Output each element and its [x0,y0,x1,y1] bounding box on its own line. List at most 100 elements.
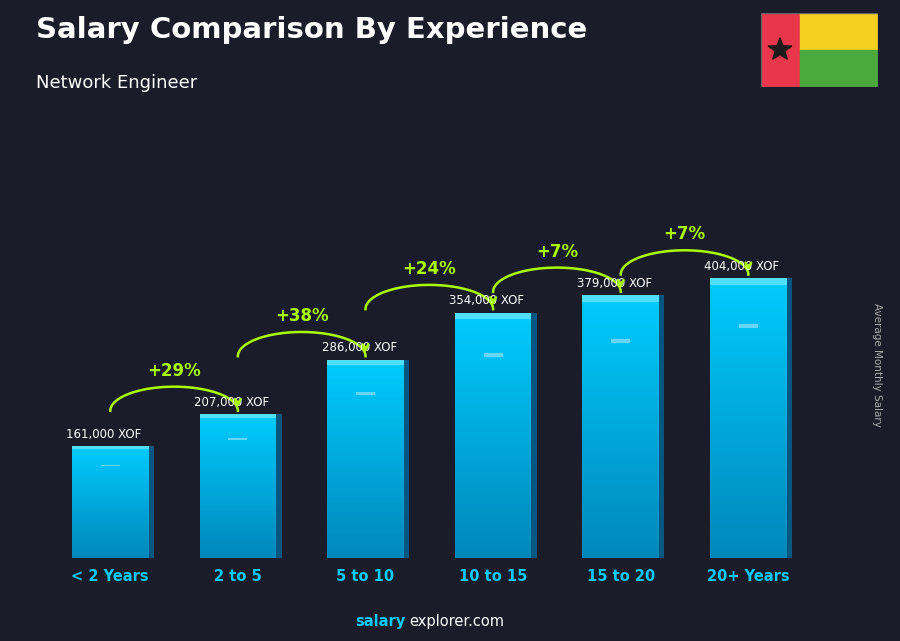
Bar [72,452,148,453]
Bar [582,545,659,548]
Bar [328,501,404,503]
Bar [328,409,404,412]
Bar [582,485,659,489]
Bar [454,496,531,499]
Bar [710,394,787,397]
Bar [72,551,148,552]
Bar [72,476,148,477]
Bar [72,470,148,471]
Bar [454,362,531,365]
Bar [582,515,659,519]
Bar [328,412,404,414]
Bar [582,335,659,338]
Bar [582,417,659,420]
Bar [483,353,503,356]
Bar [710,463,787,467]
Bar [454,551,531,554]
Bar [454,494,531,496]
Bar [454,386,531,389]
Bar [582,348,659,351]
Bar [710,310,787,313]
Bar [710,442,787,445]
Bar [200,554,276,556]
Bar [200,477,276,479]
Bar [200,429,276,431]
Bar [72,509,148,510]
Bar [200,499,276,501]
Bar [200,443,276,445]
Bar [72,533,148,534]
Bar [582,325,659,328]
Bar [454,401,531,404]
Bar [531,313,536,558]
Bar [582,548,659,551]
Bar [328,389,404,392]
Bar [328,481,404,483]
Bar [200,556,276,558]
Bar [72,462,148,463]
Bar [582,449,659,453]
Bar [710,554,787,558]
Bar [328,471,404,474]
Bar [328,463,404,466]
Bar [200,438,276,440]
Bar [72,446,148,447]
Bar [710,317,787,320]
Bar [710,330,787,334]
Bar [328,446,404,449]
Bar [200,479,276,481]
Bar [328,494,404,495]
Bar [72,494,148,495]
Bar [582,400,659,404]
Text: +38%: +38% [274,307,328,325]
Bar [611,338,630,342]
Bar [454,527,531,530]
Text: 379,000 XOF: 379,000 XOF [577,277,652,290]
Bar [454,313,531,319]
Bar [582,364,659,367]
Bar [328,367,404,370]
Bar [582,472,659,476]
Bar [356,392,375,395]
Bar [328,362,404,365]
Bar [72,517,148,519]
Bar [454,539,531,542]
Bar [72,499,148,501]
Bar [200,427,276,429]
Bar [328,454,404,456]
Bar [454,454,531,456]
Bar [454,447,531,451]
Bar [710,369,787,372]
Bar [710,491,787,495]
Bar [200,495,276,497]
Bar [710,278,787,281]
Bar [582,505,659,508]
Bar [200,511,276,513]
Bar [200,527,276,529]
Bar [328,548,404,550]
Bar [72,495,148,496]
Bar [454,530,531,533]
Bar [72,472,148,474]
Bar [454,475,531,478]
Bar [72,541,148,542]
Bar [328,402,404,404]
Bar [582,460,659,463]
Bar [710,512,787,516]
Bar [454,334,531,337]
Bar [328,459,404,461]
Bar [710,303,787,306]
Bar [328,466,404,469]
Bar [200,490,276,492]
Bar [454,512,531,515]
Bar [200,526,276,527]
Bar [72,519,148,520]
Bar [710,484,787,488]
Bar [582,531,659,535]
Bar [710,449,787,453]
Bar [200,513,276,515]
Bar [582,423,659,426]
Bar [582,495,659,499]
Bar [328,488,404,491]
Bar [328,424,404,426]
